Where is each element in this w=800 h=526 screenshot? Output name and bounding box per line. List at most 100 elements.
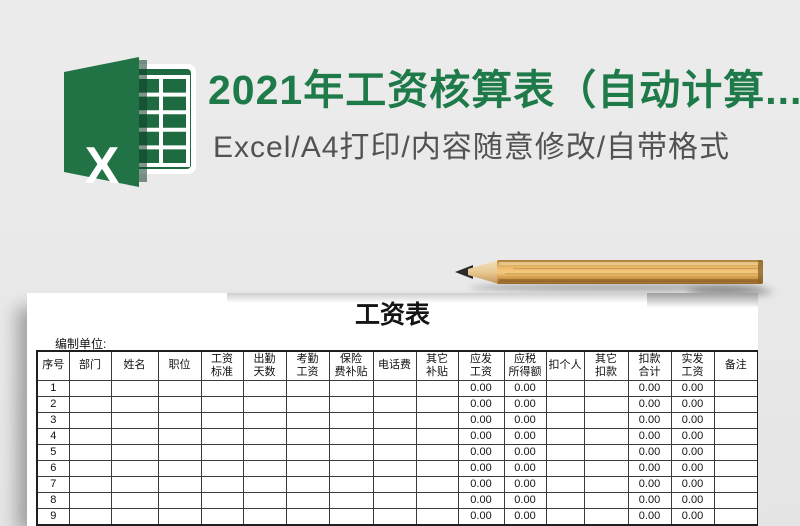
table-row: 6 0.00 0.00 0.00 0.00: [36, 460, 758, 477]
sheet-title: 工资表: [354, 301, 430, 329]
table-cell: [328, 460, 374, 477]
table-cell: [545, 428, 585, 445]
column-header: 其它 补贴: [415, 350, 459, 381]
table-cell: 0.00: [503, 508, 547, 526]
row-number-cell: 2: [36, 396, 70, 413]
table-cell: [415, 476, 459, 493]
table-cell: [583, 508, 629, 526]
table-cell: [713, 396, 758, 413]
table-cell: 0.00: [670, 444, 715, 461]
table-cell: [415, 412, 459, 429]
row-number-cell: 1: [36, 380, 70, 397]
table-cell: [200, 476, 244, 493]
table-cell: [328, 396, 374, 413]
table-cell: [328, 476, 374, 493]
table-cell: 0.00: [503, 492, 547, 509]
table-cell: [200, 396, 244, 413]
table-cell: [328, 428, 374, 445]
table-cell: [328, 444, 374, 461]
column-header: 工资 标准: [200, 350, 244, 381]
table-cell: [157, 444, 202, 461]
table-cell: [545, 412, 585, 429]
table-cell: 0.00: [627, 492, 672, 509]
table-cell: [157, 460, 202, 477]
table-cell: 0.00: [670, 476, 715, 493]
table-cell: 0.00: [457, 508, 505, 526]
excel-logo-icon: X: [64, 57, 196, 190]
table-row: 4 0.00 0.00 0.00 0.00: [36, 428, 758, 445]
table-cell: [285, 508, 330, 526]
table-cell: [242, 444, 287, 461]
table-cell: 0.00: [627, 476, 672, 493]
table-cell: [372, 460, 417, 477]
table-cell: [545, 508, 585, 526]
table-row: 8 0.00 0.00 0.00 0.00: [36, 492, 758, 509]
table-cell: 0.00: [627, 508, 672, 526]
table-cell: [713, 508, 758, 526]
row-number-cell: 9: [36, 508, 70, 526]
pencil-cone: [468, 260, 499, 284]
pencil-image: [455, 260, 763, 284]
table-cell: [415, 460, 459, 477]
row-number-cell: 3: [36, 412, 70, 429]
pencil-end: [758, 260, 763, 284]
table-cell: [242, 396, 287, 413]
table-cell: [372, 508, 417, 526]
table-cell: [415, 396, 459, 413]
table-cell: [200, 380, 244, 397]
table-cell: [68, 508, 112, 526]
table-cell: [415, 380, 459, 397]
table-cell: 0.00: [670, 460, 715, 477]
table-cell: 0.00: [627, 396, 672, 413]
table-cell: 0.00: [670, 492, 715, 509]
table-cell: 0.00: [670, 380, 715, 397]
column-header: 保险 费补贴: [328, 350, 374, 381]
table-cell: [242, 428, 287, 445]
table-cell: [285, 412, 330, 429]
table-cell: [110, 444, 159, 461]
table-row: 9 0.00 0.00 0.00 0.00: [36, 508, 758, 526]
table-cell: [583, 396, 629, 413]
column-header: 部门: [68, 350, 112, 381]
table-cell: [372, 396, 417, 413]
table-cell: [713, 444, 758, 461]
column-header: 出勤 天数: [242, 350, 287, 381]
table-cell: [200, 508, 244, 526]
table-cell: [713, 492, 758, 509]
table-row: 3 0.00 0.00 0.00 0.00: [36, 412, 758, 429]
table-cell: 0.00: [503, 476, 547, 493]
table-row: 5 0.00 0.00 0.00 0.00: [36, 444, 758, 461]
column-header: 应发 工资: [457, 350, 505, 381]
table-cell: [242, 412, 287, 429]
row-number-cell: 4: [36, 428, 70, 445]
table-cell: [285, 396, 330, 413]
logo-fold-shadow: [139, 60, 147, 182]
table-cell: 0.00: [503, 444, 547, 461]
table-cell: [583, 476, 629, 493]
table-cell: [583, 380, 629, 397]
table-cell: 0.00: [627, 412, 672, 429]
table-cell: [157, 412, 202, 429]
table-cell: [110, 380, 159, 397]
table-cell: [285, 476, 330, 493]
table-cell: 0.00: [503, 412, 547, 429]
table-cell: [372, 476, 417, 493]
column-header: 扣个人: [545, 350, 585, 381]
table-cell: [68, 444, 112, 461]
column-header: 职位: [157, 350, 202, 381]
table-cell: [372, 428, 417, 445]
table-cell: [110, 460, 159, 477]
pencil-shadow: [470, 284, 763, 291]
table-cell: [68, 492, 112, 509]
column-header: 应税 所得额: [503, 350, 547, 381]
table-cell: [110, 412, 159, 429]
table-cell: [372, 444, 417, 461]
table-cell: 0.00: [670, 428, 715, 445]
table-cell: 0.00: [627, 460, 672, 477]
table-cell: 0.00: [670, 412, 715, 429]
table-cell: [285, 444, 330, 461]
table-cell: [242, 508, 287, 526]
table-cell: 0.00: [457, 396, 505, 413]
table-cell: [372, 380, 417, 397]
table-cell: [545, 460, 585, 477]
